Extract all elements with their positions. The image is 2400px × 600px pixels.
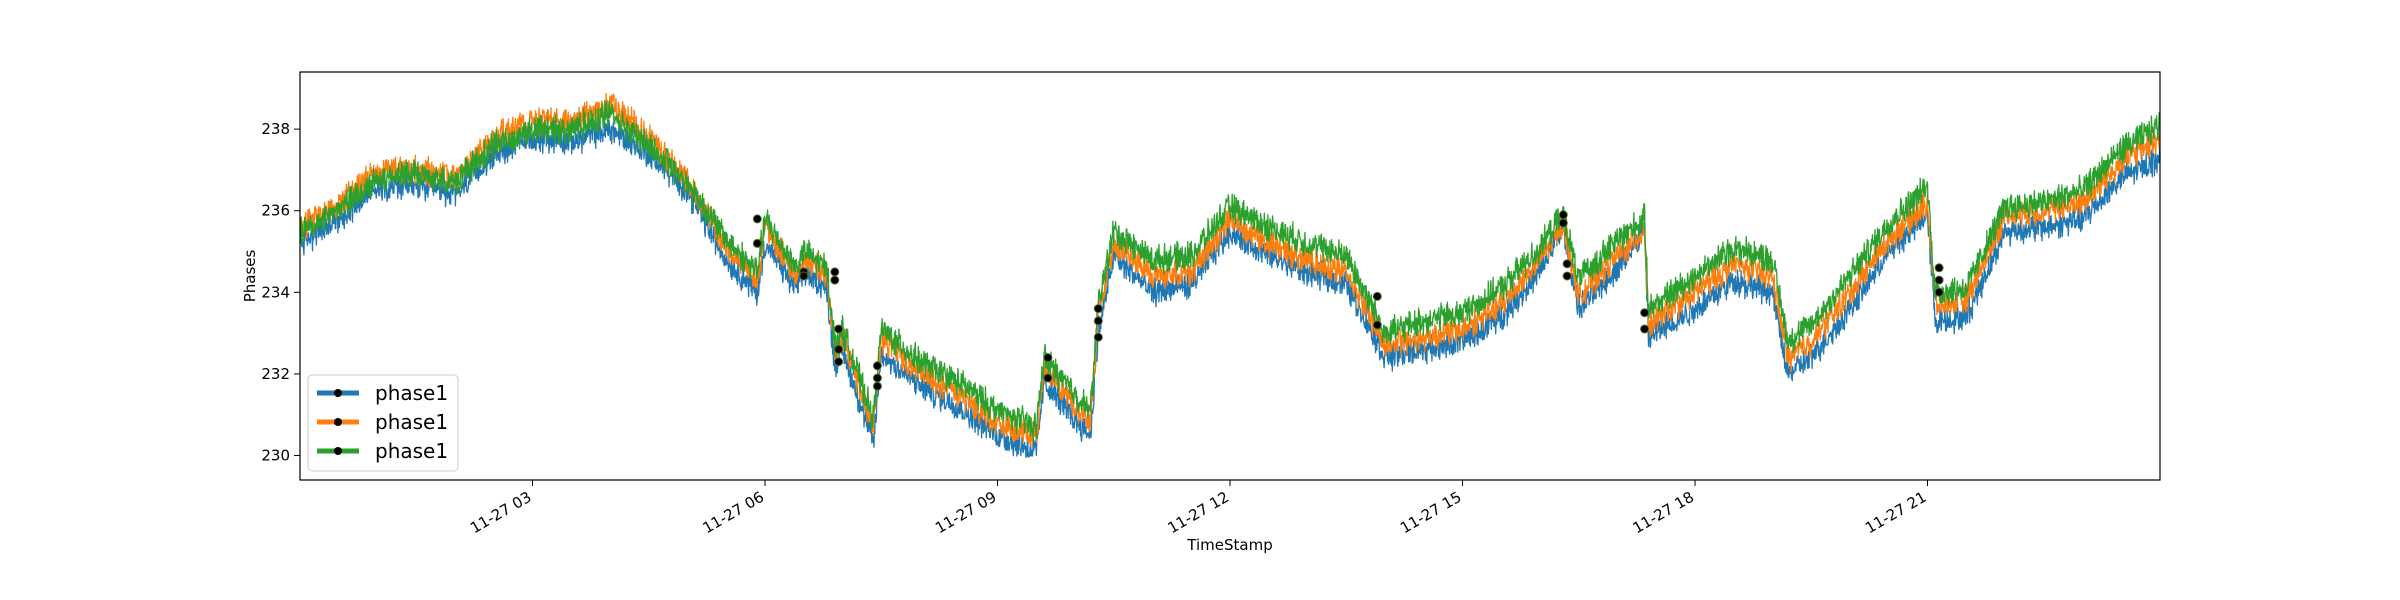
legend-swatch-marker	[334, 389, 342, 397]
event-marker	[872, 361, 882, 371]
event-marker	[1043, 353, 1053, 363]
event-marker	[1640, 308, 1650, 318]
x-tick-label: 11-27 21	[1862, 488, 1929, 537]
event-marker	[1562, 271, 1572, 281]
event-marker	[799, 271, 809, 281]
legend-label: phase1	[375, 381, 448, 405]
event-marker	[1093, 332, 1103, 342]
y-tick-label: 234	[261, 283, 290, 301]
event-marker	[834, 324, 844, 334]
event-marker	[834, 357, 844, 367]
x-tick-label: 11-27 12	[1165, 488, 1232, 537]
event-marker	[1043, 373, 1053, 383]
x-axis-label: TimeStamp	[1186, 536, 1272, 554]
x-tick-label: 11-27 06	[700, 488, 767, 537]
event-marker	[1558, 218, 1568, 228]
x-tick-label: 11-27 03	[467, 488, 534, 537]
x-tick-label: 11-27 09	[932, 488, 999, 537]
y-axis: 230 232 234 236 238	[261, 120, 300, 465]
y-tick-label: 236	[261, 202, 290, 220]
event-marker	[830, 275, 840, 285]
marker-layer	[752, 210, 1944, 391]
event-marker	[1093, 316, 1103, 326]
event-marker	[1562, 259, 1572, 269]
legend-swatch-marker	[334, 418, 342, 426]
event-marker	[1934, 287, 1944, 297]
legend-frame	[307, 374, 459, 472]
x-tick-label: 11-27 18	[1630, 488, 1697, 537]
event-marker	[1934, 263, 1944, 273]
x-tick-label: 11-27 15	[1397, 488, 1464, 537]
legend-label: phase1	[375, 410, 448, 434]
legend-label: phase1	[375, 439, 448, 463]
x-axis: 11-27 03 11-27 06 11-27 09 11-27 12 11-27 15…	[467, 480, 1930, 537]
event-marker	[1934, 275, 1944, 285]
event-marker	[1558, 210, 1568, 220]
event-marker	[1372, 320, 1382, 330]
event-marker	[834, 344, 844, 354]
y-tick-label: 230	[261, 447, 290, 465]
legend: phase1 phase1 phase1	[307, 374, 459, 472]
event-marker	[752, 238, 762, 248]
event-marker	[872, 381, 882, 391]
event-marker	[1372, 291, 1382, 301]
y-tick-label: 238	[261, 120, 290, 138]
event-marker	[872, 373, 882, 383]
series-layer	[299, 92, 2161, 458]
legend-swatch-marker	[334, 447, 342, 455]
series-line-3	[299, 99, 2161, 442]
event-marker	[1093, 304, 1103, 314]
y-tick-label: 232	[261, 365, 290, 383]
event-marker	[830, 267, 840, 277]
event-marker	[752, 214, 762, 224]
event-marker	[1640, 324, 1650, 334]
y-axis-label: Phases	[241, 250, 259, 303]
